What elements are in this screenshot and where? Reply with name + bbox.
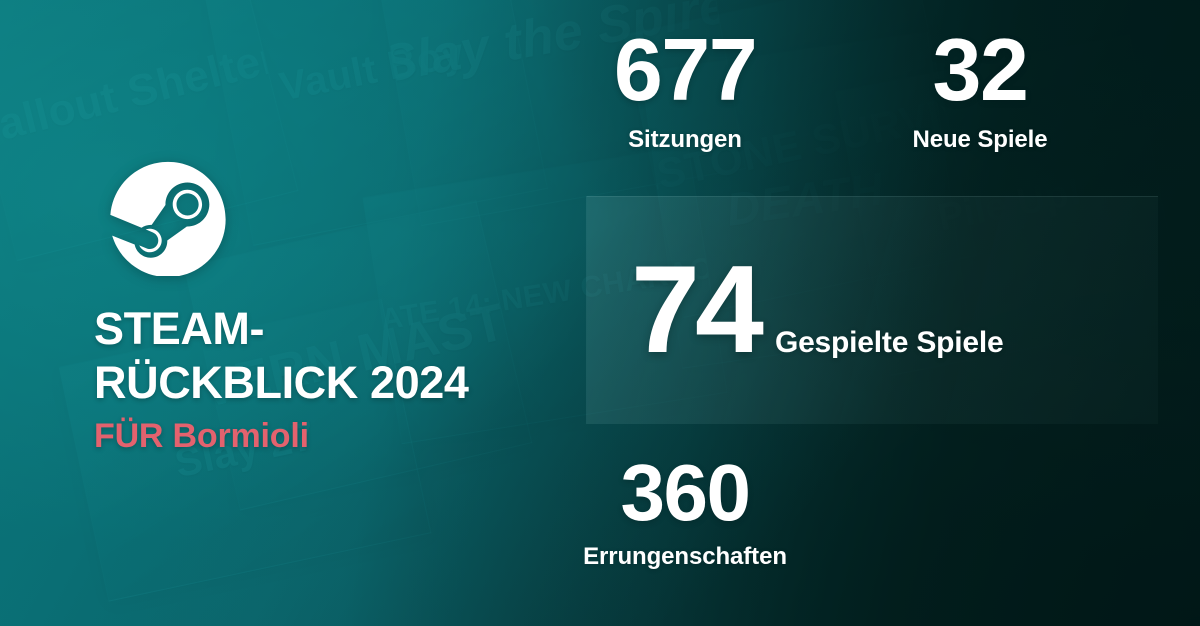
stat-achievements-label: Errungenschaften — [583, 542, 787, 570]
stat-sessions: 677 Sitzungen — [570, 20, 800, 154]
page-title: STEAM- RÜCKBLICK 2024 — [94, 302, 564, 410]
stat-achievements: 360 Errungenschaften — [565, 448, 805, 571]
stat-achievements-value: 360 — [620, 448, 751, 537]
played-games-panel: 74 Gespielte Spiele — [586, 196, 1158, 424]
page-subtitle: FÜR Bormioli — [94, 417, 309, 455]
stat-sessions-label: Sitzungen — [628, 125, 742, 153]
steam-logo-icon — [110, 161, 226, 276]
page-title-line2: RÜCKBLICK 2024 — [94, 357, 469, 408]
page-title-line1: STEAM- — [94, 303, 265, 354]
brand-block: STEAM- RÜCKBLICK 2024 FÜR Bormioli — [94, 160, 564, 456]
played-games-value: 74 — [631, 240, 764, 379]
played-games-content: 74 Gespielte Spiele — [631, 240, 1004, 379]
stat-new-games: 32 Neue Spiele — [865, 20, 1095, 154]
stat-new-games-value: 32 — [932, 20, 1029, 119]
stat-new-games-label: Neue Spiele — [912, 125, 1048, 153]
played-games-label: Gespielte Spiele — [774, 325, 1004, 359]
stat-sessions-value: 677 — [613, 20, 758, 119]
